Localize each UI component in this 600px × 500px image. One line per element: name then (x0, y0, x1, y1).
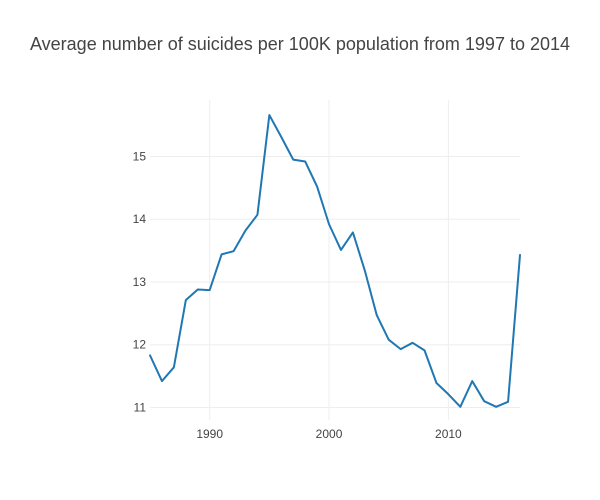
series-layer (149, 114, 521, 408)
y-tick-label: 11 (134, 400, 147, 414)
x-tick-label: 1990 (196, 427, 223, 441)
y-tick-label: 13 (133, 275, 147, 289)
series-line (149, 114, 521, 408)
grid (150, 100, 520, 420)
y-tick-label: 15 (133, 149, 147, 163)
x-tick-label: 2010 (435, 427, 462, 441)
x-tick-label: 2000 (316, 427, 343, 441)
y-tick-label: 12 (133, 338, 147, 352)
tick-labels: 11 12 13 14 15 1990 2000 2010 (133, 149, 462, 441)
chart-title: Average number of suicides per 100K popu… (29, 34, 571, 54)
y-tick-label: 14 (133, 212, 147, 226)
